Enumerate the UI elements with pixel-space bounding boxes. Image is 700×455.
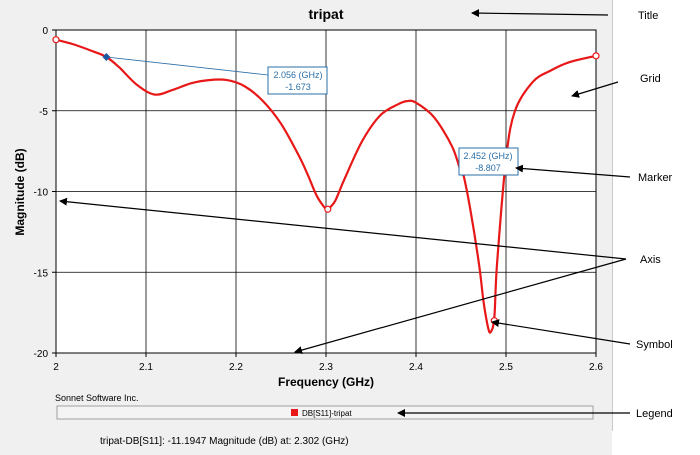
axis-arrow-x bbox=[294, 258, 627, 354]
x-tick-label: 2.3 bbox=[319, 362, 333, 373]
symbol-arrow bbox=[491, 319, 631, 345]
x-tick-label: 2.1 bbox=[139, 362, 153, 373]
x-axis-ticks: 2 2.1 2.2 2.3 2.4 2.5 2.6 bbox=[53, 353, 603, 373]
annotation-arrows bbox=[59, 9, 631, 417]
data-symbol bbox=[324, 205, 332, 213]
marker-callout-2: 2.452 (GHz) -8.807 bbox=[458, 147, 519, 177]
marker-y-value: -1.673 bbox=[285, 82, 311, 92]
series-group bbox=[55, 38, 597, 334]
annotation-axis: Axis bbox=[640, 254, 661, 266]
symbol-group bbox=[52, 36, 600, 325]
data-symbol bbox=[52, 36, 60, 44]
marker-arrow bbox=[515, 164, 631, 178]
y-axis-label: Magnitude (dB) bbox=[13, 148, 27, 235]
y-tick-label: -10 bbox=[34, 188, 49, 199]
x-axis-label: Frequency (GHz) bbox=[278, 375, 374, 389]
marker-diamond[interactable] bbox=[102, 53, 111, 62]
footer-text: Sonnet Software Inc. bbox=[55, 393, 139, 403]
annotation-marker: Marker bbox=[638, 172, 673, 184]
data-symbol bbox=[592, 52, 600, 60]
marker-label-box bbox=[267, 66, 328, 95]
series-line bbox=[55, 38, 597, 334]
status-bar: tripat-DB[S11]: -11.1947 Magnitude (dB) … bbox=[0, 430, 612, 455]
annotation-title: Title bbox=[638, 10, 658, 22]
y-tick-label: 0 bbox=[42, 26, 48, 37]
axis-arrow-y bbox=[59, 197, 627, 260]
x-tick-label: 2.2 bbox=[229, 362, 243, 373]
marker-x-value: 2.452 (GHz) bbox=[463, 151, 512, 161]
x-tick-label: 2.4 bbox=[409, 362, 423, 373]
annotation-symbol: Symbol bbox=[636, 339, 673, 351]
marker-label-box bbox=[458, 147, 519, 176]
y-axis-ticks: 0 -5 -10 -15 -20 bbox=[34, 26, 56, 360]
marker-x-value: 2.056 (GHz) bbox=[273, 70, 322, 80]
marker-leader-line bbox=[106, 56, 269, 76]
x-tick-label: 2.5 bbox=[499, 362, 513, 373]
legend-label: DB[S11]-tripat bbox=[302, 409, 352, 418]
chart-title: tripat bbox=[309, 6, 344, 22]
x-tick-label: 2.6 bbox=[589, 362, 603, 373]
annotation-grid: Grid bbox=[640, 73, 661, 85]
y-tick-label: -5 bbox=[39, 107, 48, 118]
marker-y-value: -8.807 bbox=[475, 163, 501, 173]
y-tick-label: -20 bbox=[34, 349, 49, 360]
status-text: tripat-DB[S11]: -11.1947 Magnitude (dB) … bbox=[100, 436, 349, 447]
title-arrow bbox=[471, 9, 609, 18]
y-tick-label: -15 bbox=[34, 268, 49, 279]
grid-arrow bbox=[571, 81, 619, 98]
marker-callout-1: 2.056 (GHz) -1.673 bbox=[102, 53, 328, 95]
x-tick-label: 2 bbox=[53, 362, 59, 373]
legend-swatch bbox=[291, 409, 298, 416]
annotation-legend: Legend bbox=[636, 408, 673, 420]
